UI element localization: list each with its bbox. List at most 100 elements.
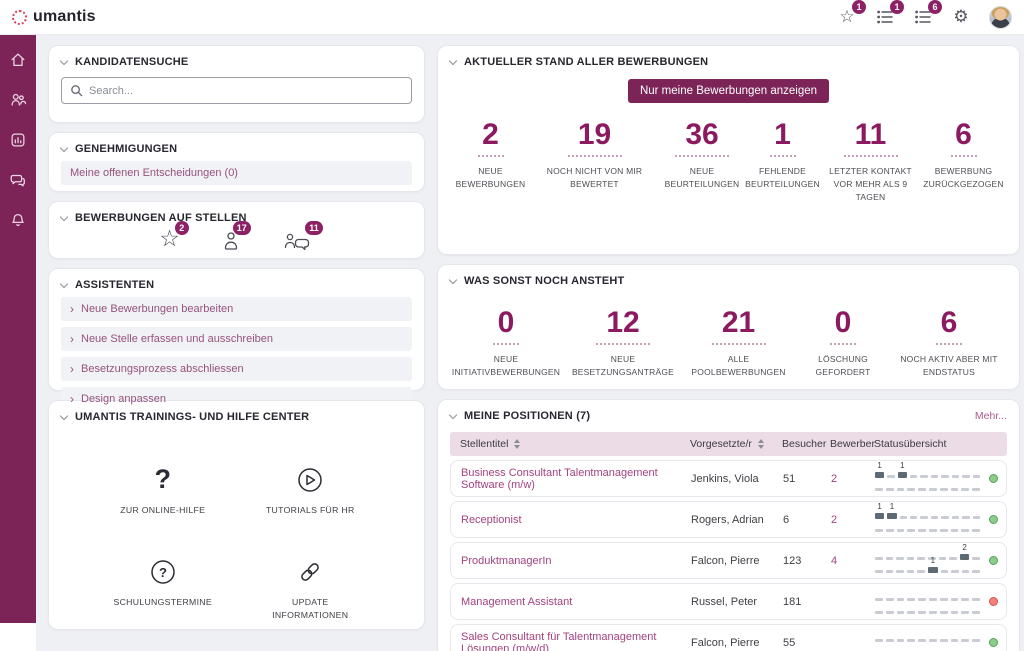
- link-icon: [301, 563, 320, 581]
- user-avatar[interactable]: [989, 5, 1012, 29]
- update-info-link[interactable]: UPDATE INFORMATIONEN: [245, 551, 375, 622]
- table-row[interactable]: Receptionist Rogers, Adrian 6 2 1 1: [450, 501, 1007, 538]
- sidebar-item-home[interactable]: [9, 51, 27, 69]
- position-title-link[interactable]: ProduktmanagerIn: [461, 554, 552, 567]
- assistant-item-label: Neue Stelle erfassen und ausschreiben: [81, 333, 274, 345]
- chevron-down-icon: [448, 275, 458, 284]
- search-input[interactable]: [89, 84, 403, 97]
- card-assistenten-header[interactable]: ASSISTENTEN: [59, 279, 412, 291]
- status-segment: [918, 487, 926, 491]
- tutorials-link[interactable]: TUTORIALS FÜR HR: [245, 459, 375, 517]
- status-segment: [920, 474, 928, 478]
- card-kandidatensuche-header[interactable]: KANDIDATENSUCHE: [59, 56, 412, 68]
- table-row[interactable]: ProduktmanagerIn Falcon, Pierre 123 4 2 1: [450, 542, 1007, 579]
- status-segment: [885, 556, 894, 560]
- position-title-link[interactable]: Receptionist: [461, 513, 522, 526]
- stat-value[interactable]: 2: [482, 118, 499, 151]
- status-bar-row: 1: [875, 556, 980, 573]
- status-segment: [885, 487, 894, 491]
- status-segment: [950, 487, 959, 491]
- position-title-link[interactable]: Management Assistant: [461, 595, 573, 608]
- sort-icon: [757, 439, 764, 449]
- card-stand-header[interactable]: AKTUELLER STAND ALLER BEWERBUNGEN: [448, 56, 1007, 68]
- status-segment: 1: [875, 461, 885, 478]
- position-visitors: 181: [783, 595, 802, 608]
- status-segment: [972, 515, 980, 519]
- sidebar-item-reports[interactable]: [9, 131, 27, 149]
- status-segment: [875, 638, 883, 642]
- status-count: 1: [930, 555, 936, 565]
- stat-value[interactable]: 19: [577, 118, 612, 151]
- online-help-link[interactable]: ? ZUR ONLINE-HILFE: [98, 459, 228, 517]
- status-bar-row: [875, 607, 980, 614]
- notifications-button[interactable]: 6: [913, 0, 942, 27]
- stat-underline: [675, 155, 729, 157]
- favorite-applications-button[interactable]: ☆ 2: [159, 221, 189, 252]
- card-title: UMANTIS TRAININGS- UND HILFE CENTER: [75, 411, 310, 423]
- applicants-button[interactable]: 17: [220, 221, 251, 252]
- settings-button[interactable]: ⚙: [951, 7, 971, 27]
- list-icon: [877, 10, 893, 24]
- card-was-sonst-header[interactable]: WAS SONST NOCH ANSTEHT: [448, 275, 1007, 287]
- stat-value[interactable]: 36: [685, 118, 719, 151]
- show-my-applications-button[interactable]: Nur meine Bewerbungen anzeigen: [627, 79, 830, 103]
- status-bar-row: [875, 594, 980, 601]
- position-applicants-link[interactable]: 4: [831, 554, 838, 567]
- umantis-logo[interactable]: umantis: [12, 8, 96, 26]
- status-segment: 2: [959, 543, 970, 560]
- stat-value[interactable]: 12: [606, 306, 640, 339]
- open-decisions-link[interactable]: Meine offenen Entscheidungen (0): [61, 161, 412, 185]
- table-row[interactable]: Business Consultant Talentmanagement Sof…: [450, 460, 1007, 497]
- column-stellentitel[interactable]: Stellentitel: [460, 438, 690, 450]
- status-segment: [950, 610, 959, 614]
- chevron-right-icon: ›: [70, 302, 74, 316]
- stat-value[interactable]: 6: [955, 118, 972, 151]
- application-stats: 2 NEUE BEWERBUNGEN 19 NOCH NICHT VON MIR BE…: [450, 120, 1007, 203]
- assistant-item[interactable]: › Neue Bewerbungen bearbeiten: [61, 297, 412, 321]
- stat-value[interactable]: 1: [774, 118, 791, 151]
- status-segment: [951, 569, 959, 573]
- applicant-messages-button[interactable]: 11: [282, 221, 323, 252]
- card-positionen-header[interactable]: MEINE POSITIONEN (7) Mehr...: [448, 410, 1007, 422]
- position-title-link[interactable]: Sales Consultant für Talentmanagement Lö…: [461, 630, 657, 651]
- card-genehmigungen-header[interactable]: GENEHMIGUNGEN: [59, 143, 412, 155]
- status-segment: [941, 474, 949, 478]
- assistant-item[interactable]: › Besetzungsprozess abschliessen: [61, 357, 412, 381]
- training-dates-label: SCHULUNGSTERMINE: [113, 597, 212, 608]
- stat-underline: [493, 343, 519, 345]
- stat-value[interactable]: 21: [721, 306, 756, 339]
- favorites-button[interactable]: ☆ 1: [837, 0, 866, 27]
- assistant-item[interactable]: › Neue Stelle erfassen und ausschreiben: [61, 327, 412, 351]
- card-hilfe-header[interactable]: UMANTIS TRAININGS- UND HILFE CENTER: [59, 411, 412, 423]
- worklist-button[interactable]: 1: [875, 0, 904, 27]
- online-help-label: ZUR ONLINE-HILFE: [120, 505, 206, 515]
- status-segment: 1: [887, 502, 897, 519]
- table-row[interactable]: Sales Consultant für Talentmanagement Lö…: [450, 624, 1007, 651]
- position-applicants-link[interactable]: 2: [831, 472, 838, 485]
- more-link[interactable]: Mehr...: [974, 410, 1007, 422]
- stat-value[interactable]: 0: [834, 306, 852, 339]
- sidebar-item-notifications[interactable]: [9, 211, 27, 229]
- table-row[interactable]: Management Assistant Russel, Peter 181: [450, 583, 1007, 620]
- position-applicants-link[interactable]: 2: [831, 513, 838, 526]
- card-bewerbungen-header[interactable]: BEWERBUNGEN AUF STELLEN: [59, 212, 412, 224]
- position-title-link[interactable]: Business Consultant Talentmanagement Sof…: [461, 466, 658, 491]
- training-dates-link[interactable]: ? SCHULUNGSTERMINE: [98, 551, 228, 622]
- sidebar-item-messages[interactable]: [9, 171, 27, 189]
- status-segment: [961, 528, 970, 532]
- stat-value[interactable]: 11: [854, 118, 887, 151]
- status-segment: [962, 515, 970, 519]
- status-segment: [917, 569, 926, 573]
- stat-value[interactable]: 0: [497, 306, 515, 339]
- status-segment: [887, 474, 895, 478]
- assistant-item-label: Design anpassen: [81, 393, 167, 405]
- status-segment: [972, 487, 980, 491]
- chevron-down-icon: [59, 411, 69, 420]
- status-segment: [909, 515, 918, 519]
- column-vorgesetzte[interactable]: Vorgesetzte/r: [690, 438, 782, 450]
- stat-underline: [769, 155, 796, 157]
- status-dot-green: [988, 515, 998, 524]
- stat-value[interactable]: 6: [940, 306, 958, 339]
- sidebar-item-people[interactable]: [9, 91, 27, 109]
- status-segment: [972, 528, 980, 532]
